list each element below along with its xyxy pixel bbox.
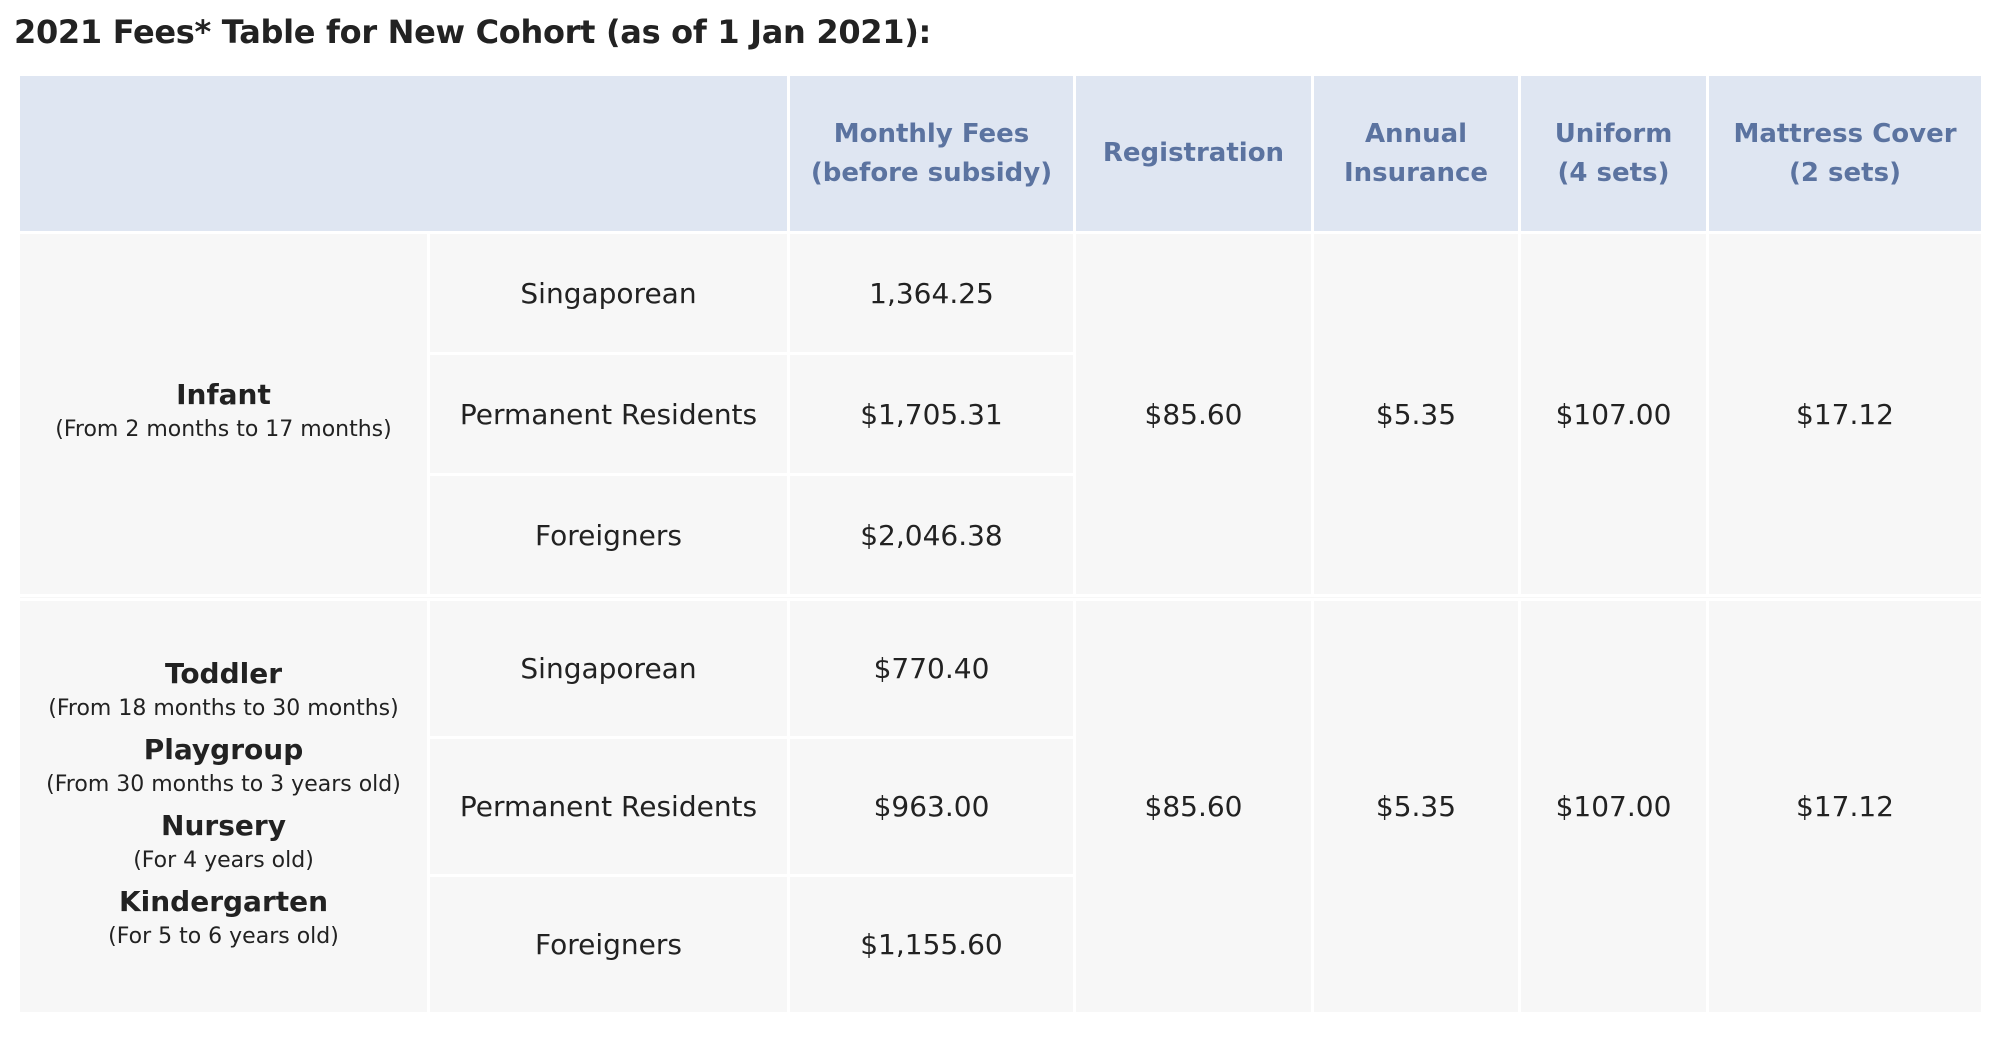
group-separator bbox=[20, 597, 1981, 598]
table-row: Foreigners $1,155.60 bbox=[20, 877, 1981, 1012]
header-registration-label: Registration bbox=[1102, 138, 1285, 168]
monthly-fee-cell: $2,046.38 bbox=[790, 476, 1073, 594]
level-age-range: (From 30 months to 3 years old) bbox=[46, 771, 401, 797]
level-age-range: (For 5 to 6 years old) bbox=[108, 923, 339, 949]
group-separator-cell bbox=[20, 597, 1981, 598]
level-age-range: (For 4 years old) bbox=[133, 847, 314, 873]
table-row: Foreigners $2,046.38 bbox=[20, 476, 1981, 594]
uniform-fee-cell: $107.00 bbox=[1521, 234, 1706, 594]
header-registration: Registration bbox=[1076, 76, 1311, 231]
table-row: Toddler (From 18 months to 30 months) Pl… bbox=[20, 601, 1981, 1012]
page-title: 2021 Fees* Table for New Cohort (as of 1… bbox=[14, 13, 932, 51]
residency-cell: Singaporean bbox=[430, 234, 787, 352]
header-uniform-line1: Uniform bbox=[1554, 118, 1673, 149]
residency-cell: Foreigners bbox=[430, 476, 787, 594]
uniform-fee-cell: $107.00 bbox=[1521, 601, 1706, 1012]
mattress-cover-fee-cell: $17.12 bbox=[1709, 601, 1981, 1012]
header-uniform-line2: (4 sets) bbox=[1557, 157, 1670, 188]
insurance-fee-cell: $5.35 bbox=[1314, 601, 1518, 1012]
header-mattress-line1: Mattress Cover bbox=[1733, 118, 1957, 149]
header-monthly-fees-line2: (before subsidy) bbox=[810, 157, 1053, 188]
table-row: Permanent Residents $963.00 bbox=[20, 739, 1981, 874]
registration-fee-cell: $85.60 bbox=[1076, 601, 1311, 1012]
header-mattress-cover: Mattress Cover (2 sets) bbox=[1709, 76, 1981, 231]
table-row: Permanent Residents $1,705.31 bbox=[20, 355, 1981, 473]
fees-table: Monthly Fees (before subsidy) Registrati… bbox=[17, 73, 1984, 1015]
monthly-fee-cell: 1,364.25 bbox=[790, 234, 1073, 352]
header-blank-cell bbox=[20, 76, 787, 231]
level-cell-infant: Infant (From 2 months to 17 months) bbox=[20, 234, 427, 594]
header-insurance-line1: Annual bbox=[1364, 118, 1468, 149]
header-insurance-line2: Insurance bbox=[1343, 157, 1489, 188]
residency-cell: Foreigners bbox=[430, 877, 787, 1012]
table-header-row: Monthly Fees (before subsidy) Registrati… bbox=[20, 76, 1981, 231]
level-age-range: (From 2 months to 17 months) bbox=[55, 417, 392, 442]
monthly-fee-cell: $1,155.60 bbox=[790, 877, 1073, 1012]
level-name: Infant bbox=[176, 378, 271, 411]
level-name: Playgroup bbox=[143, 732, 304, 766]
level-cell-toddler-to-kindergarten: Toddler (From 18 months to 30 months) Pl… bbox=[20, 601, 427, 1012]
residency-cell: Permanent Residents bbox=[430, 739, 787, 874]
registration-fee-cell: $85.60 bbox=[1076, 234, 1311, 594]
header-uniform: Uniform (4 sets) bbox=[1521, 76, 1706, 231]
header-monthly-fees-line1: Monthly Fees bbox=[833, 118, 1030, 149]
table-row: Infant (From 2 months to 17 months) Sing… bbox=[20, 234, 1981, 594]
level-age-range: (From 18 months to 30 months) bbox=[48, 695, 399, 721]
level-name: Kindergarten bbox=[118, 884, 329, 918]
insurance-fee-cell: $5.35 bbox=[1314, 234, 1518, 594]
level-name: Nursery bbox=[161, 808, 286, 842]
header-mattress-line2: (2 sets) bbox=[1789, 157, 1901, 188]
residency-cell: Permanent Residents bbox=[430, 355, 787, 473]
monthly-fee-cell: $770.40 bbox=[790, 601, 1073, 736]
monthly-fee-cell: $1,705.31 bbox=[790, 355, 1073, 473]
level-name: Toddler bbox=[164, 656, 283, 690]
monthly-fee-cell: $963.00 bbox=[790, 739, 1073, 874]
residency-cell: Singaporean bbox=[430, 601, 787, 736]
header-monthly-fees: Monthly Fees (before subsidy) bbox=[790, 76, 1073, 231]
header-annual-insurance: Annual Insurance bbox=[1314, 76, 1518, 231]
mattress-cover-fee-cell: $17.12 bbox=[1709, 234, 1981, 594]
